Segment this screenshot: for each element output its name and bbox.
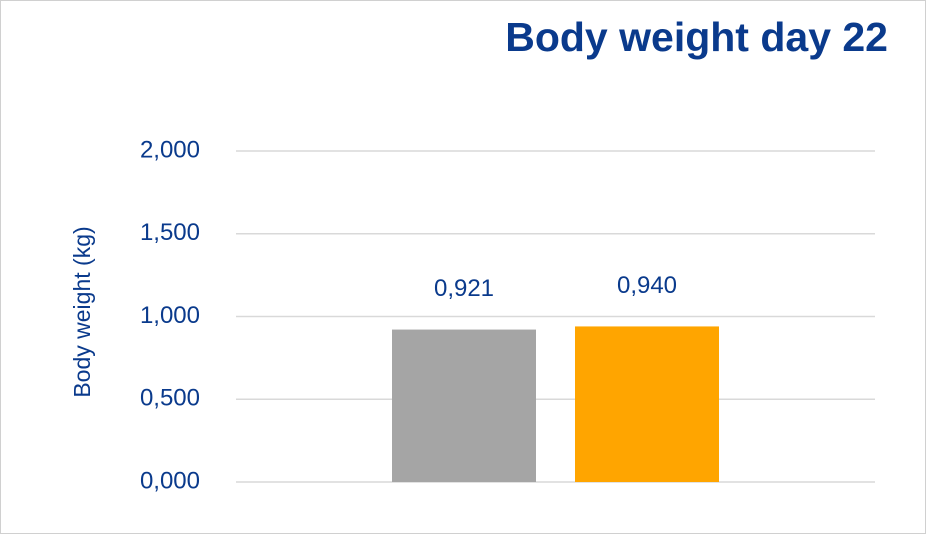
y-tick-label: 1,000: [140, 302, 200, 329]
y-tick-label: 2,000: [140, 136, 200, 163]
y-tick-label: 0,500: [140, 385, 200, 412]
bar: [575, 326, 719, 482]
y-axis-title: Body weight (kg): [69, 226, 95, 397]
value-label: 0,921: [434, 275, 494, 302]
value-label: 0,940: [617, 272, 677, 299]
y-tick-label: 1,500: [140, 219, 200, 246]
y-tick-label: 0,000: [140, 467, 200, 494]
bar: [392, 329, 536, 482]
chart-title: Body weight day 22: [505, 14, 888, 60]
